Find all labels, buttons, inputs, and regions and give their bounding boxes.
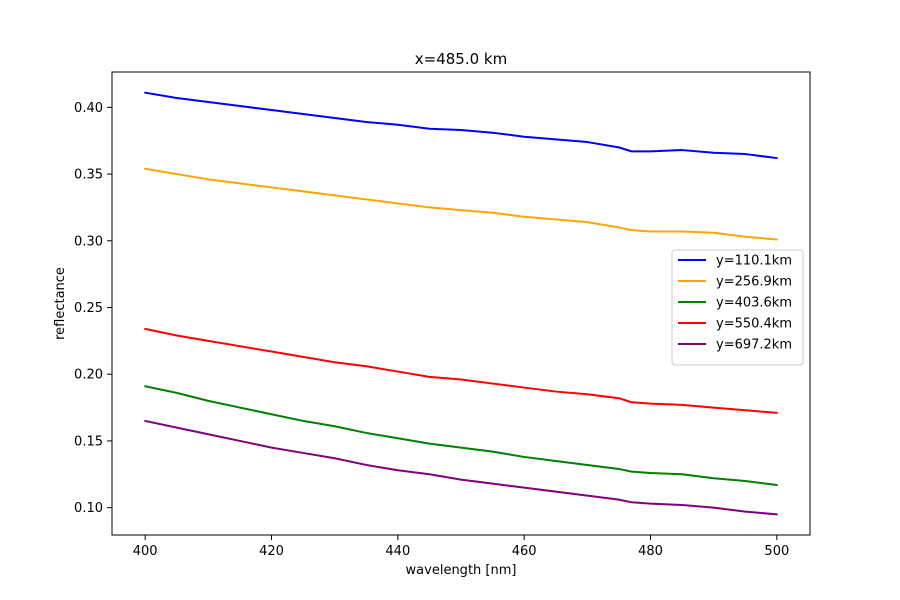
chart-title: x=485.0 km: [415, 50, 507, 68]
x-tick-label: 440: [385, 544, 410, 559]
plot-frame: [111, 71, 811, 536]
x-tick-label: 400: [133, 544, 158, 559]
series-line-4: [144, 327, 778, 414]
x-tick-label: 460: [512, 544, 537, 559]
legend-label: y=110.1km: [716, 254, 792, 269]
y-tick-label: 0.35: [74, 168, 103, 183]
legend: y=110.1km y=256.9km y=403.6km y=550.4km y=69…: [671, 249, 804, 366]
y-tick-label: 0.30: [74, 234, 103, 249]
y-axis-label: reflectance: [53, 267, 68, 340]
x-axis-label: wavelength [nm]: [406, 563, 517, 578]
legend-label: y=403.6km: [716, 296, 792, 311]
series-line-1: [144, 91, 778, 160]
y-axis-ticks: 0.10 0.15 0.20 0.25 0.30 0.35 0.40: [74, 101, 112, 516]
legend-label: y=550.4km: [716, 317, 792, 332]
series-line-5: [144, 419, 778, 516]
legend-label: y=697.2km: [716, 338, 792, 353]
x-tick-label: 500: [764, 544, 789, 559]
x-axis-ticks: 400 420 440 460 480 500: [133, 535, 789, 559]
y-tick-label: 0.10: [74, 501, 103, 516]
legend-box: [671, 249, 804, 366]
series-line-2: [144, 167, 778, 241]
y-tick-label: 0.20: [74, 368, 103, 383]
y-tick-label: 0.40: [74, 101, 103, 116]
x-tick-label: 480: [638, 544, 663, 559]
series-layer: [144, 91, 778, 516]
y-tick-label: 0.15: [74, 434, 103, 449]
series-line-3: [144, 385, 778, 486]
x-tick-label: 420: [259, 544, 284, 559]
y-tick-label: 0.25: [74, 301, 103, 316]
legend-label: y=256.9km: [716, 275, 792, 290]
